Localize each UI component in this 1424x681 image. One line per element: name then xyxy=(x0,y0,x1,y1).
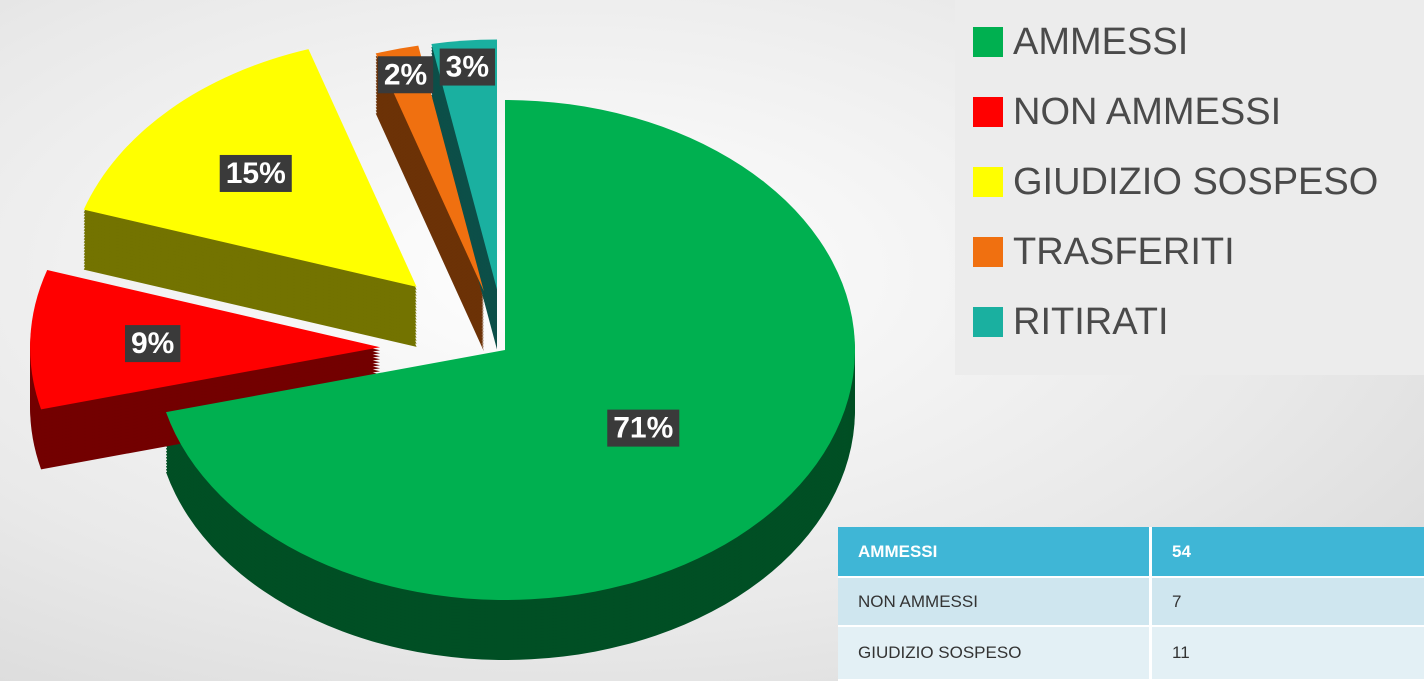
data-label: 3% xyxy=(446,51,489,84)
table-row: AMMESSI 54 xyxy=(838,527,1424,578)
data-label: 15% xyxy=(226,157,286,190)
data-label-group: 15% xyxy=(219,154,292,192)
legend-item: TRASFERITI xyxy=(973,227,1235,277)
table-cell: 7 xyxy=(1149,577,1424,627)
data-label-box xyxy=(219,154,292,192)
table-cell: 54 xyxy=(1149,527,1424,578)
table-row: NON AMMESSI 7 xyxy=(838,577,1424,627)
data-label-box xyxy=(607,409,680,447)
slice xyxy=(165,100,856,600)
legend-swatch xyxy=(973,27,1003,57)
data-table: AMMESSI 54 NON AMMESSI 7 GIUDIZIO SOSPESO 11 xyxy=(838,527,1424,681)
legend-label: RITIRATI xyxy=(1013,300,1169,343)
legend-label: NON AMMESSI xyxy=(1013,90,1282,133)
table-cell: AMMESSI xyxy=(838,527,1151,578)
legend-item: GIUDIZIO SOSPESO xyxy=(973,157,1378,207)
data-label: 71% xyxy=(613,412,673,445)
legend-label: TRASFERITI xyxy=(1013,230,1235,273)
legend-item: RITIRATI xyxy=(973,297,1169,347)
data-label-box xyxy=(124,325,181,363)
data-label: 9% xyxy=(131,327,174,360)
legend-label: AMMESSI xyxy=(1013,20,1189,63)
legend-swatch xyxy=(973,307,1003,337)
legend: AMMESSI NON AMMESSI GIUDIZIO SOSPESO TRASFE… xyxy=(955,0,1424,375)
legend-item: NON AMMESSI xyxy=(973,87,1281,137)
data-label-box xyxy=(439,48,496,86)
data-label-box xyxy=(377,56,434,94)
table-row: GIUDIZIO SOSPESO 11 xyxy=(838,626,1424,681)
table-cell: NON AMMESSI xyxy=(838,577,1151,627)
table-cell: GIUDIZIO SOSPESO xyxy=(838,626,1151,681)
legend-label: GIUDIZIO SOSPESO xyxy=(1013,160,1379,203)
legend-swatch xyxy=(973,167,1003,197)
legend-item: AMMESSI xyxy=(973,17,1188,67)
data-label-group: 9% xyxy=(124,325,181,363)
slice xyxy=(375,45,484,292)
slice xyxy=(431,39,498,290)
legend-swatch xyxy=(973,97,1003,127)
slice xyxy=(30,269,381,410)
data-label-group: 71% xyxy=(607,409,680,447)
table-cell: 11 xyxy=(1149,626,1424,681)
data-label-group: 3% xyxy=(439,48,496,86)
legend-swatch xyxy=(973,237,1003,267)
data-label-group: 2% xyxy=(377,56,434,94)
data-label: 2% xyxy=(384,58,427,91)
